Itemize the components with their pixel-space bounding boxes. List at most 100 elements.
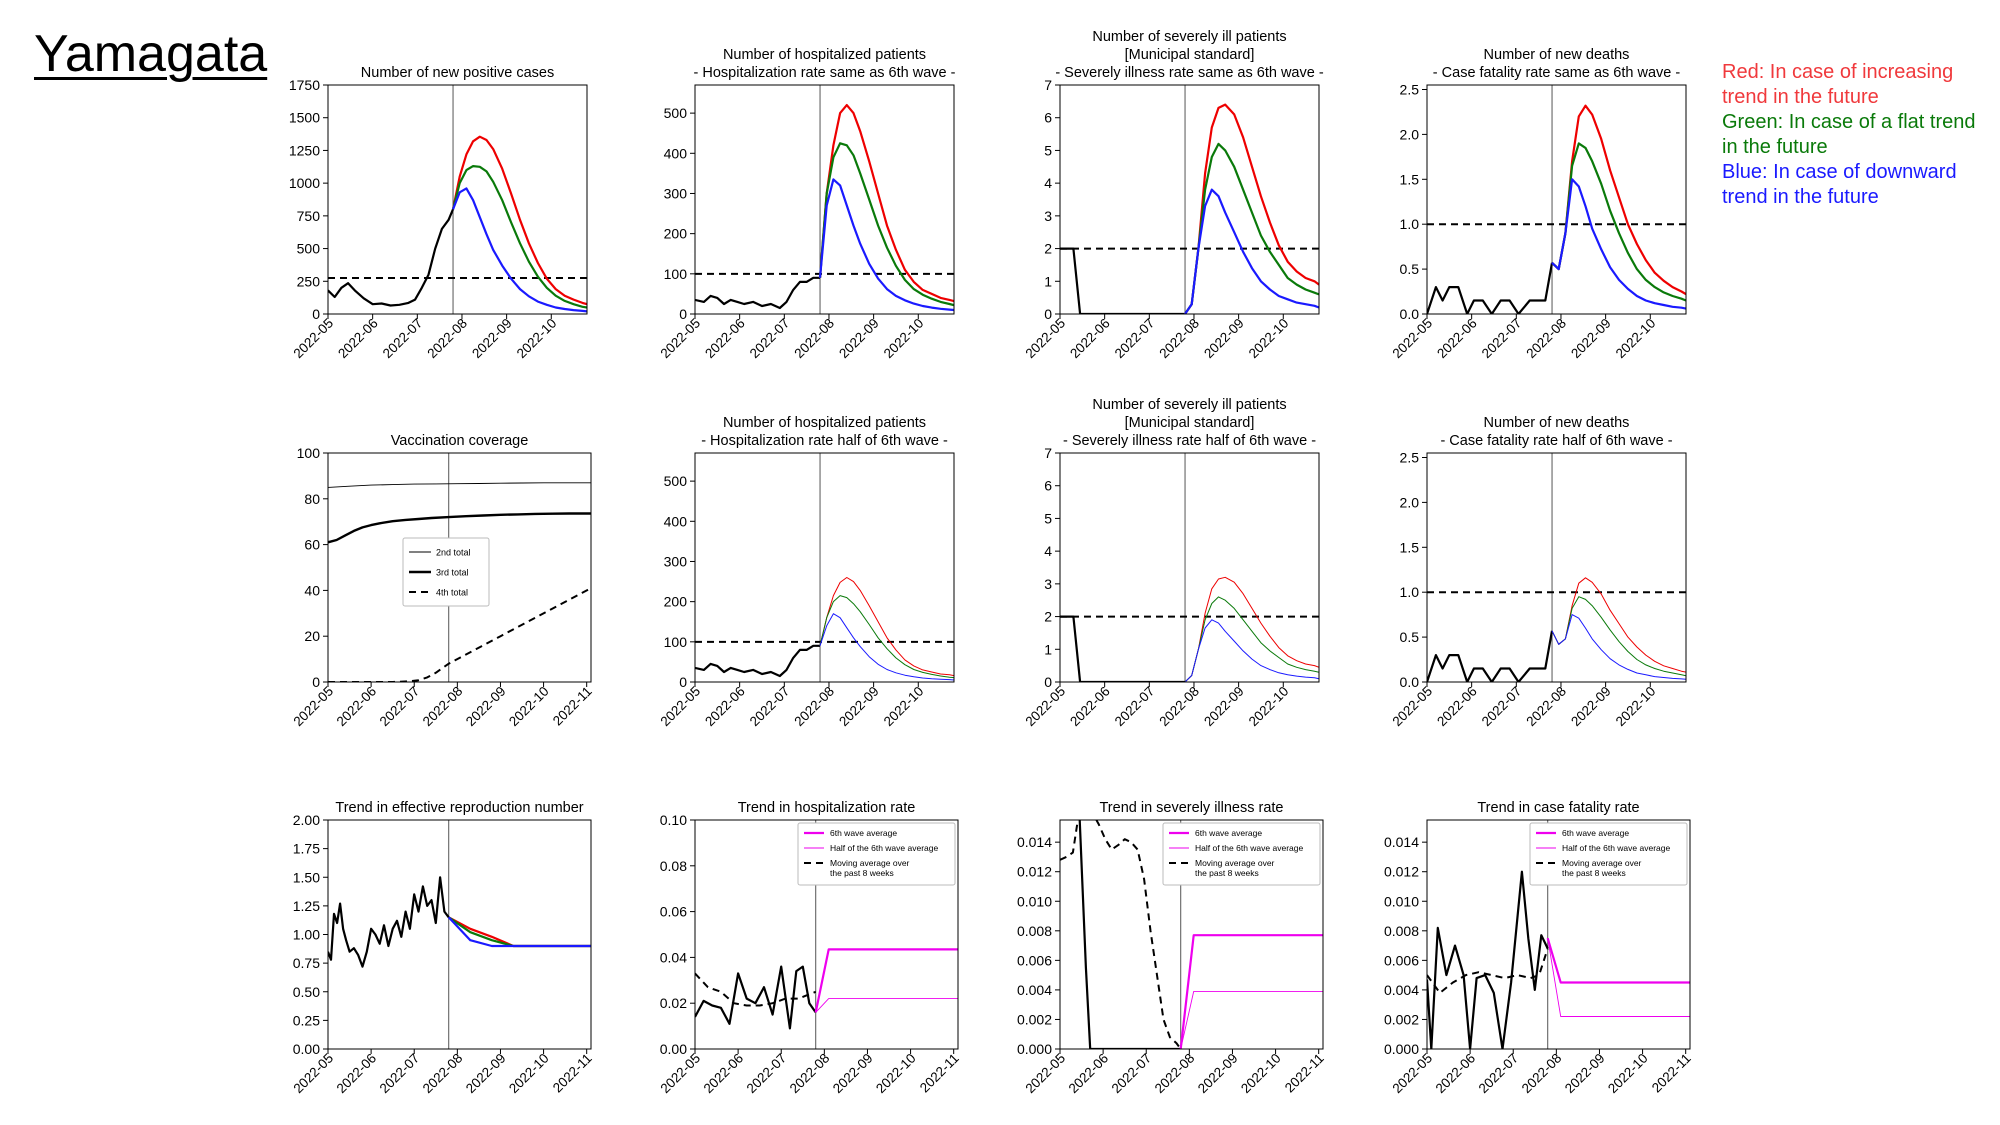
chart-title: Trend in effective reproduction number	[335, 800, 583, 816]
series-line-3	[451, 187, 587, 313]
x-tick-label: 2022-06	[1433, 1051, 1479, 1097]
y-tick-label: 400	[664, 145, 688, 161]
y-tick-label: 0.010	[1384, 893, 1419, 909]
y-tick-label: 5	[1044, 510, 1052, 526]
x-tick-label: 2022-10	[1246, 684, 1292, 730]
y-tick-label: 300	[664, 185, 688, 201]
x-tick-label: 2022-06	[1066, 1051, 1112, 1097]
y-tick-label: 100	[664, 634, 688, 650]
y-tick-label: 0.014	[1017, 834, 1052, 850]
x-tick-label: 2022-10	[514, 316, 560, 362]
chart-severe-same: Number of severely ill patients [Municipa…	[1022, 29, 1323, 361]
series-line-2	[451, 165, 587, 309]
chart-legend: 6th wave average Half of the 6th wave ave…	[797, 822, 956, 886]
chart-hospitalized-same: Number of hospitalized patients - Hospita…	[657, 47, 955, 361]
x-tick-label: 2022-09	[1568, 684, 1614, 730]
x-tick-label: 2022-10	[1605, 1051, 1651, 1097]
x-tick-label: 2022-07	[744, 1051, 790, 1097]
plot-area	[328, 85, 587, 314]
x-tick-label: 2022-10	[881, 684, 927, 730]
y-tick-label: 0.002	[1384, 1011, 1419, 1027]
chart-deaths-same: Number of new deaths - Case fatality rate…	[1389, 47, 1687, 362]
series-line-3	[1551, 614, 1686, 680]
x-tick-label: 2022-09	[1568, 316, 1614, 362]
y-tick-label: 0.008	[1017, 923, 1052, 939]
y-tick-label: 1750	[289, 77, 320, 93]
chart-title: Number of severely ill patients	[1092, 29, 1286, 45]
plot-area	[695, 85, 954, 314]
x-tick-label: 2022-10	[1238, 1051, 1284, 1097]
series-line-2	[1184, 142, 1319, 314]
y-tick-label: 4	[1044, 543, 1052, 559]
y-tick-label: 0.000	[1384, 1041, 1419, 1057]
chart-title: Number of severely ill patients	[1092, 397, 1286, 413]
legend-label: Moving average over	[1562, 858, 1642, 868]
y-tick-label: 40	[304, 582, 320, 598]
x-tick-label: 2022-10	[1246, 316, 1292, 362]
y-tick-label: 0.008	[1384, 923, 1419, 939]
y-tick-label: 2.0	[1400, 494, 1420, 510]
scenario-note-red: Red: In case of increasing trend in the …	[1722, 61, 1954, 108]
y-tick-label: 0.004	[1017, 982, 1052, 998]
x-tick-label: 2022-09	[469, 316, 515, 362]
series-line-3	[1547, 938, 1690, 1017]
x-tick-label: 2022-07	[1112, 684, 1158, 730]
chart-title: - Case fatality rate same as 6th wave -	[1433, 65, 1681, 81]
series-line-0	[328, 482, 591, 488]
chart-title: Number of new positive cases	[361, 65, 554, 81]
series-line-1	[1060, 820, 1182, 1049]
legend-label: 6th wave average	[830, 828, 897, 838]
x-tick-label: 2022-05	[290, 1051, 336, 1097]
y-tick-label: 7	[1044, 77, 1052, 93]
x-tick-label: 2022-06	[702, 684, 748, 730]
x-tick-label: 2022-10	[506, 1051, 552, 1097]
chart-severe-rate-trend: Trend in severely illness rate 0.000 0.002…	[1017, 800, 1327, 1097]
series-line-1	[819, 577, 954, 677]
y-tick-label: 500	[297, 241, 321, 257]
series-line-2	[818, 142, 954, 307]
y-tick-label: 1250	[289, 142, 320, 158]
x-tick-label: 2022-06	[1434, 316, 1480, 362]
legend-box	[402, 537, 490, 607]
series-line-0	[1060, 615, 1185, 682]
series-line-3	[1180, 990, 1323, 1049]
legend-label: 3rd total	[436, 568, 469, 578]
legend-box	[797, 822, 956, 886]
plot-frame	[1059, 452, 1320, 683]
x-tick-label: 2022-08	[1523, 684, 1569, 730]
chart-title: - Hospitalization rate half of 6th wave …	[701, 433, 948, 449]
x-tick-label: 2022-09	[836, 684, 882, 730]
y-tick-label: 1	[1044, 273, 1052, 289]
y-tick-label: 2.00	[293, 812, 320, 828]
x-tick-label: 2022-06	[334, 1051, 380, 1097]
legend-label: the past 8 weeks	[830, 868, 894, 878]
series-line-0	[1427, 262, 1554, 314]
y-tick-label: 20	[304, 628, 320, 644]
x-tick-label: 2022-09	[463, 684, 509, 730]
chart-title: Vaccination coverage	[391, 433, 529, 449]
x-tick-label: 2022-07	[377, 684, 423, 730]
chart-hosp-rate-trend: Trend in hospitalization rate 0.00 0.02 0.0…	[657, 800, 961, 1096]
y-tick-label: 1500	[289, 110, 320, 126]
x-tick-label: 2022-09	[1195, 1051, 1241, 1097]
chart-legend: 6th wave average Half of the 6th wave ave…	[1162, 822, 1321, 886]
x-tick-label: 2022-08	[1156, 684, 1202, 730]
series-line-1	[451, 135, 587, 306]
page-title: Yamagata	[34, 25, 268, 83]
x-tick-label: 2022-08	[1523, 316, 1569, 362]
y-tick-label: 0.012	[1384, 864, 1419, 880]
legend-label: Half of the 6th wave average	[830, 843, 938, 853]
series-line-0	[695, 644, 820, 678]
x-tick-label: 2022-10	[506, 684, 552, 730]
chart-title: - Severely illness rate same as 6th wave…	[1055, 65, 1324, 81]
series-line-2	[1546, 937, 1690, 984]
y-tick-label: 0.02	[660, 995, 687, 1011]
series-line-0	[695, 965, 817, 1030]
y-tick-label: 2	[1044, 609, 1052, 625]
y-tick-label: 4	[1044, 175, 1052, 191]
y-tick-label: 200	[664, 594, 688, 610]
x-tick-label: 2022-05	[1389, 1051, 1435, 1097]
chart-severe-half: Number of severely ill patients [Municipa…	[1022, 397, 1320, 730]
series-line-3	[1551, 178, 1686, 310]
y-tick-label: 0.0	[1400, 674, 1420, 690]
